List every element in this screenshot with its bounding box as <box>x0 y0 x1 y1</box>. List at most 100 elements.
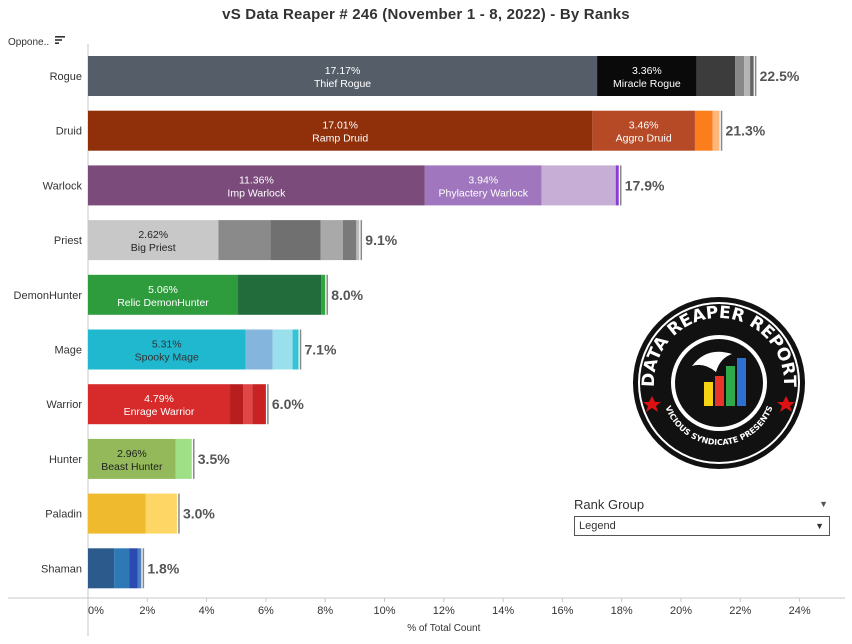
bar-segment <box>230 384 244 425</box>
bar-segment <box>88 165 425 206</box>
category-label: Hunter <box>49 454 82 466</box>
bar-total-label: 9.1% <box>365 232 397 248</box>
bar-segment <box>541 165 616 206</box>
bar-total-label: 6.0% <box>272 396 304 412</box>
segment-pct-label: 3.94% <box>468 174 498 186</box>
x-tick-label: 0% <box>88 605 104 617</box>
x-tick-label: 8% <box>317 605 333 617</box>
bar-segment <box>88 548 115 589</box>
category-label: Druid <box>56 126 82 138</box>
x-tick-label: 10% <box>373 605 395 617</box>
bar-segment <box>735 56 745 96</box>
segment-name-label: Imp Warlock <box>227 187 286 199</box>
chart-title: vS Data Reaper # 246 (November 1 - 8, 20… <box>222 6 630 23</box>
segment-name-label: Miracle Rogue <box>613 78 681 90</box>
rank-group-filter: Rank Group ▼ Legend ▼ <box>574 497 830 536</box>
segment-name-label: Enrage Warrior <box>124 406 195 418</box>
x-tick-label: 20% <box>670 605 692 617</box>
segment-name-label: Beast Hunter <box>101 461 163 473</box>
segment-name-label: Ramp Druid <box>312 133 368 145</box>
segment-pct-label: 5.31% <box>152 339 182 351</box>
bar-segment <box>597 56 697 96</box>
segment-name-label: Big Priest <box>131 242 176 254</box>
category-label: Rogue <box>50 71 82 83</box>
bar-segment <box>615 165 619 206</box>
category-label: Shaman <box>41 563 82 575</box>
x-tick-label: 12% <box>433 605 455 617</box>
segment-pct-label: 17.01% <box>322 120 358 132</box>
segment-pct-label: 5.06% <box>148 284 178 296</box>
segment-name-label: Phylactery Warlock <box>439 187 529 199</box>
bar-segment <box>88 56 598 96</box>
bar-total-label: 22.5% <box>760 68 800 84</box>
bar-segment <box>114 548 130 589</box>
bar-segment <box>252 384 266 425</box>
bar-segment <box>175 438 192 479</box>
category-label: DemonHunter <box>14 290 83 302</box>
bar-segment <box>88 493 146 534</box>
data-reaper-report-logo: DATA REAPER REPORT VICIOUS SYNDICATE PRE… <box>633 297 805 469</box>
bar-segment <box>272 329 293 370</box>
x-tick-label: 4% <box>199 605 215 617</box>
x-axis-title: % of Total Count <box>407 623 480 634</box>
segment-pct-label: 3.36% <box>632 65 662 77</box>
bar-segment <box>696 56 736 96</box>
bar-segment <box>238 274 322 315</box>
bar-segment <box>321 274 326 315</box>
bar-segment <box>88 438 176 479</box>
bar-segment <box>145 493 177 534</box>
x-tick-label: 18% <box>611 605 633 617</box>
bar-segment <box>592 110 695 151</box>
bar-segment <box>88 110 593 151</box>
bar-segment <box>694 110 713 151</box>
x-tick-label: 6% <box>258 605 274 617</box>
bar-segment <box>243 384 253 425</box>
x-tick-label: 22% <box>729 605 751 617</box>
chevron-down-icon: ▼ <box>815 521 824 531</box>
x-tick-label: 2% <box>139 605 155 617</box>
segment-pct-label: 3.46% <box>629 120 659 132</box>
bar-total-label: 21.3% <box>726 123 766 139</box>
bar-segment <box>712 110 720 151</box>
segment-name-label: Thief Rogue <box>314 78 371 90</box>
segment-name-label: Spooky Mage <box>135 352 199 364</box>
sort-field-label[interactable]: Oppone.. <box>8 37 50 48</box>
bar-segment <box>88 220 219 261</box>
category-label: Mage <box>54 345 82 357</box>
bar-segment <box>245 329 273 370</box>
category-label: Warrior <box>46 399 82 411</box>
filter-menu-icon[interactable]: ▼ <box>819 499 828 509</box>
bar-segment <box>744 56 751 96</box>
bar-total-label: 1.8% <box>147 560 179 576</box>
segment-pct-label: 17.17% <box>325 65 361 77</box>
bar-segment <box>88 384 231 425</box>
bar-segment <box>292 329 299 370</box>
category-label: Priest <box>54 235 82 247</box>
bar-total-label: 3.0% <box>183 506 215 522</box>
bar-total-label: 3.5% <box>198 451 230 467</box>
bar-total-label: 7.1% <box>305 342 337 358</box>
bar-segment <box>356 220 360 261</box>
bar-segment <box>137 548 142 589</box>
x-tick-label: 16% <box>551 605 573 617</box>
bar-total-label: 17.9% <box>625 177 665 193</box>
rank-group-select[interactable]: Legend ▼ <box>574 516 830 536</box>
bar-segment <box>218 220 271 261</box>
bar-segment <box>129 548 138 589</box>
rank-group-selected-value: Legend <box>579 520 616 532</box>
segment-pct-label: 11.36% <box>239 174 274 186</box>
bar-total-label: 8.0% <box>331 287 363 303</box>
bar-segment <box>320 220 343 261</box>
sort-icon[interactable] <box>54 34 66 46</box>
rank-group-label: Rank Group <box>574 497 645 512</box>
bar-segment <box>342 220 357 261</box>
x-tick-label: 14% <box>492 605 514 617</box>
bar-segment <box>750 56 754 96</box>
category-label: Warlock <box>43 180 83 192</box>
segment-name-label: Relic DemonHunter <box>117 297 209 309</box>
bar-segment <box>270 220 321 261</box>
segment-pct-label: 4.79% <box>144 393 174 405</box>
bar-segment <box>424 165 542 206</box>
bar-segment <box>88 274 239 315</box>
